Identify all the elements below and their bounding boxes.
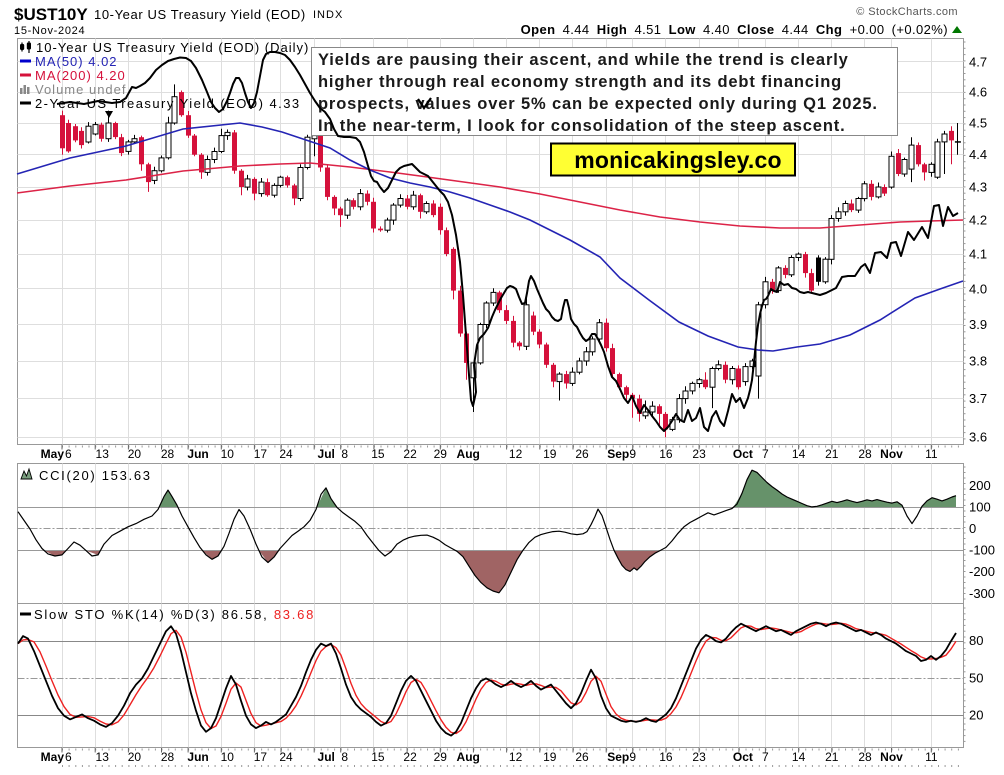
svg-text:Jun: Jun [187,447,208,461]
svg-text:8: 8 [341,750,348,764]
svg-text:13: 13 [96,447,110,461]
svg-text:higher through real economy st: higher through real economy strength and… [318,73,842,91]
svg-text:28: 28 [161,447,175,461]
svg-text:29: 29 [434,447,448,461]
svg-text:Nov: Nov [880,447,903,461]
svg-text:MA(200) 4.20: MA(200) 4.20 [35,68,126,83]
svg-text:29: 29 [434,750,448,764]
svg-text:28: 28 [858,447,872,461]
svg-text:4.2: 4.2 [969,213,987,228]
svg-text:Sep: Sep [607,750,629,764]
svg-text:20: 20 [128,750,142,764]
svg-text:28: 28 [161,750,175,764]
svg-text:4.7: 4.7 [969,54,987,69]
svg-text:9: 9 [629,750,636,764]
svg-text:Jun: Jun [187,750,208,764]
svg-text:23: 23 [692,447,706,461]
svg-text:22: 22 [403,750,417,764]
svg-text:INDX: INDX [313,9,343,21]
svg-text:0: 0 [969,521,976,536]
svg-text:19: 19 [543,750,557,764]
svg-text:-100: -100 [969,543,995,558]
svg-text:12: 12 [509,750,523,764]
svg-text:21: 21 [825,750,839,764]
svg-text:8: 8 [341,447,348,461]
svg-text:prospects, values over 5% can: prospects, values over 5% can be expecte… [318,95,878,113]
svg-text:7: 7 [762,750,769,764]
svg-text:2-Year US Treasury Yield (EOD): 2-Year US Treasury Yield (EOD) 4.33 [35,96,301,111]
svg-text:26: 26 [575,750,589,764]
svg-text:3.6: 3.6 [969,430,987,445]
svg-text:$UST10Y: $UST10Y [14,5,88,24]
svg-text:-300: -300 [969,586,995,601]
svg-text:-200: -200 [969,564,995,579]
svg-text:26: 26 [575,447,589,461]
svg-text:100: 100 [969,499,991,514]
svg-text:Aug: Aug [457,750,480,764]
svg-text:23: 23 [692,750,706,764]
svg-text:80: 80 [969,633,983,648]
svg-text:20: 20 [969,708,983,723]
svg-text:MA(50) 4.02: MA(50) 4.02 [35,54,118,69]
svg-text:21: 21 [825,447,839,461]
svg-text:3.7: 3.7 [969,391,987,406]
svg-text:3.8: 3.8 [969,354,987,369]
svg-text:14: 14 [792,750,806,764]
svg-text:14: 14 [792,447,806,461]
svg-text:15: 15 [371,750,385,764]
svg-text:50: 50 [969,670,983,685]
svg-text:4.1: 4.1 [969,247,987,262]
svg-text:15-Nov-2024: 15-Nov-2024 [14,25,85,37]
svg-text:20: 20 [128,447,142,461]
svg-text:Jul: Jul [318,750,335,764]
svg-text:May: May [41,750,65,764]
svg-text:9: 9 [629,447,636,461]
svg-text:11: 11 [925,447,938,461]
svg-text:19: 19 [543,447,557,461]
svg-text:Open 4.44 High 4.51 Low 4.40 C: Open 4.44 High 4.51 Low 4.40 Close 4.44 … [521,22,948,37]
svg-text:17: 17 [254,750,268,764]
svg-text:Jul: Jul [318,447,335,461]
svg-text:Sep: Sep [607,447,629,461]
svg-text:16: 16 [659,447,673,461]
svg-text:Aug: Aug [457,447,480,461]
svg-text:Volume undef: Volume undef [35,82,127,97]
svg-text:12: 12 [509,447,523,461]
svg-text:Oct: Oct [733,750,753,764]
svg-text:24: 24 [279,750,293,764]
svg-text:24: 24 [279,447,293,461]
svg-text:10: 10 [221,447,235,461]
svg-text:monicakingsley.co: monicakingsley.co [574,147,782,173]
svg-text:7: 7 [762,447,769,461]
svg-text:28: 28 [858,750,872,764]
svg-text:10-Year US Treasury Yield (EOD: 10-Year US Treasury Yield (EOD) [94,7,306,22]
svg-text:Nov: Nov [880,750,903,764]
svg-text:6: 6 [65,447,72,461]
svg-text:4.5: 4.5 [969,116,987,131]
svg-text:4.3: 4.3 [969,180,987,195]
svg-text:CCI(20) 153.63: CCI(20) 153.63 [39,468,152,483]
svg-text:Slow STO %K(14) %D(3) 86.58, 8: Slow STO %K(14) %D(3) 86.58, 83.68 [34,607,315,622]
svg-text:13: 13 [96,750,110,764]
svg-text:3.9: 3.9 [969,317,987,332]
svg-text:16: 16 [659,750,673,764]
svg-text:200: 200 [969,478,991,493]
svg-text:6: 6 [65,750,72,764]
svg-text:© StockCharts.com: © StockCharts.com [856,6,958,18]
svg-text:4.4: 4.4 [969,147,987,162]
svg-text:Oct: Oct [733,447,753,461]
svg-text:In the near-term, I look for c: In the near-term, I look for consolidati… [318,117,846,135]
svg-text:4.6: 4.6 [969,85,987,100]
svg-text:10-Year US Treasury Yield (EOD: 10-Year US Treasury Yield (EOD) (Daily) [36,40,309,55]
svg-text:May: May [41,447,65,461]
svg-text:10: 10 [221,750,235,764]
svg-text:11: 11 [925,750,938,764]
svg-text:22: 22 [403,447,417,461]
svg-text:4.0: 4.0 [969,281,987,296]
svg-text:15: 15 [371,447,385,461]
svg-text:Yields are pausing their ascen: Yields are pausing their ascent, and whi… [318,51,849,69]
svg-text:17: 17 [254,447,268,461]
